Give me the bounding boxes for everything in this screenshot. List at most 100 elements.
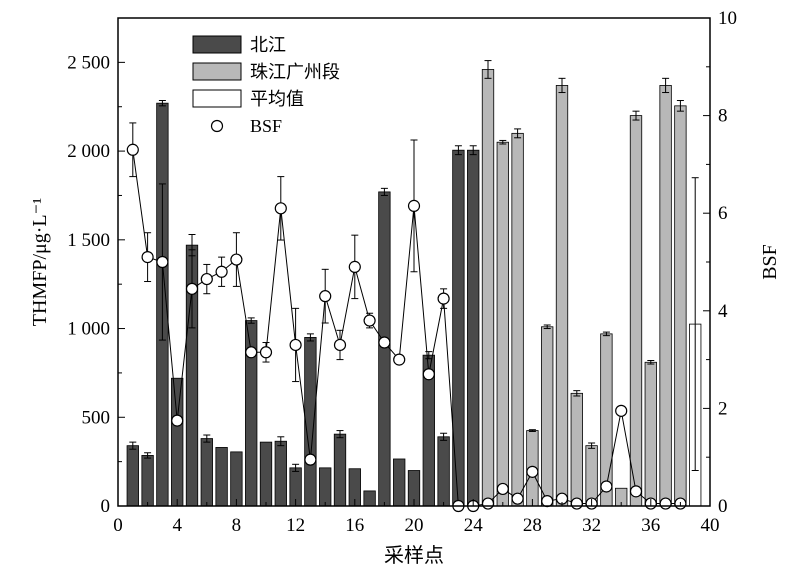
legend-label-bsf: BSF <box>250 116 282 136</box>
bsf-point-20 <box>407 199 421 212</box>
bar-beijiang-14 <box>319 467 332 507</box>
y-left-tick-label-2000: 2 000 <box>67 141 110 162</box>
bsf-point-6 <box>200 272 213 286</box>
bsf-point-33 <box>600 480 613 493</box>
y-right-tick-label-8: 8 <box>718 106 728 127</box>
y-left-tick-label-0: 0 <box>101 496 111 517</box>
legend-swatch-beijiang <box>192 35 242 54</box>
x-tick-label-32: 32 <box>582 515 601 536</box>
legend-label-beijiang: 北江 <box>250 35 286 55</box>
legend-swatch-average <box>192 89 242 108</box>
bar-beijiang-11 <box>274 440 287 507</box>
bar-zhujiang-26 <box>496 141 509 507</box>
x-tick-label-16: 16 <box>345 515 364 536</box>
y-left-tick-label-1000: 1 000 <box>67 319 110 340</box>
bar-zhujiang-36 <box>644 361 657 507</box>
bsf-point-9 <box>245 346 258 359</box>
bsf-point-34 <box>615 404 628 417</box>
legend-label-average: 平均值 <box>250 89 304 109</box>
bsf-point-27 <box>511 492 524 505</box>
x-axis-label: 采样点 <box>384 544 444 567</box>
bar-beijiang-2 <box>141 455 154 507</box>
legend-swatch-zhujiang <box>192 62 242 81</box>
bars-layer <box>126 69 702 507</box>
bsf-point-3 <box>156 255 169 269</box>
bsf-point-35 <box>629 485 643 498</box>
bsf-point-26 <box>496 482 509 496</box>
bsf-point-19 <box>393 353 406 366</box>
bar-zhujiang-31 <box>570 392 583 507</box>
bsf-line <box>132 149 681 507</box>
bsf-point-31 <box>570 497 583 510</box>
bsf-point-2 <box>141 251 154 264</box>
legend: 北江 珠江广州段 平均值 BSF <box>192 35 340 136</box>
bar-zhujiang-27 <box>511 132 524 507</box>
bsf-point-10 <box>259 346 273 359</box>
bar-beijiang-22 <box>437 436 450 507</box>
bsf-point-5 <box>185 282 199 295</box>
x-tick-label-28: 28 <box>523 515 542 536</box>
x-tick-label-0: 0 <box>113 515 123 536</box>
bar-zhujiang-32 <box>585 445 598 507</box>
bar-zhujiang-33 <box>600 333 613 507</box>
x-tick-label-40: 40 <box>701 515 720 536</box>
bar-zhujiang-25 <box>481 69 495 507</box>
bar-beijiang-7 <box>215 447 228 507</box>
y-axis-right-label: BSF <box>759 244 781 280</box>
bsf-point-28 <box>526 465 539 478</box>
x-tick-label-4: 4 <box>172 515 182 536</box>
bar-beijiang-8 <box>230 451 243 507</box>
bar-beijiang-4 <box>171 377 184 507</box>
bsf-point-22 <box>437 292 450 305</box>
bsf-point-7 <box>215 265 228 278</box>
bar-zhujiang-38 <box>674 105 687 507</box>
x-tick-label-36: 36 <box>641 515 660 536</box>
bsf-point-1 <box>126 143 139 156</box>
y-left-tick-label-1500: 1 500 <box>67 230 110 251</box>
bsf-point-16 <box>348 260 361 273</box>
y-right-tick-label-2: 2 <box>718 398 728 419</box>
bsf-point-17 <box>363 314 376 327</box>
bsf-point-8 <box>230 253 243 266</box>
bar-zhujiang-30 <box>555 85 569 507</box>
bsf-point-25 <box>481 497 495 510</box>
bsf-point-14 <box>319 290 332 303</box>
y-right-tick-label-6: 6 <box>718 203 728 224</box>
bar-beijiang-6 <box>200 438 213 507</box>
bsf-point-12 <box>289 338 302 352</box>
y-right-tick-label-0: 0 <box>718 496 728 517</box>
bar-zhujiang-29 <box>541 326 554 507</box>
bsf-point-18 <box>378 336 391 349</box>
bsf-point-4 <box>171 414 184 427</box>
bsf-point-29 <box>541 495 554 508</box>
x-tick-label-12: 12 <box>286 515 305 536</box>
bsf-point-13 <box>304 453 317 466</box>
y-right-tick-label-10: 10 <box>718 8 737 29</box>
bar-beijiang-1 <box>126 445 139 507</box>
bar-beijiang-13 <box>304 337 317 507</box>
x-tick-label-20: 20 <box>405 515 424 536</box>
y-left-tick-label-2500: 2 500 <box>67 52 110 73</box>
legend-marker-bsf <box>210 119 224 133</box>
bar-zhujiang-37 <box>659 85 672 507</box>
bsf-point-15 <box>333 338 347 352</box>
bar-zhujiang-35 <box>629 115 643 507</box>
bar-beijiang-19 <box>393 458 406 507</box>
bar-beijiang-15 <box>333 433 347 507</box>
bar-beijiang-10 <box>259 441 273 507</box>
y-left-tick-label-500: 500 <box>82 407 111 428</box>
bsf-point-37 <box>659 497 672 510</box>
error-bars-layer <box>129 60 699 472</box>
bar-beijiang-24 <box>467 149 480 507</box>
y-right-tick-label-4: 4 <box>718 301 728 322</box>
x-tick-label-24: 24 <box>464 515 484 536</box>
bar-beijiang-17 <box>363 490 376 507</box>
y-axis-left-label: THMFP/μg·L⁻¹ <box>29 198 51 326</box>
legend-label-zhujiang: 珠江广州段 <box>250 62 340 82</box>
x-tick-label-8: 8 <box>232 515 242 536</box>
bsf-point-11 <box>274 202 287 215</box>
bar-beijiang-18 <box>378 191 391 507</box>
bsf-point-21 <box>422 368 435 381</box>
